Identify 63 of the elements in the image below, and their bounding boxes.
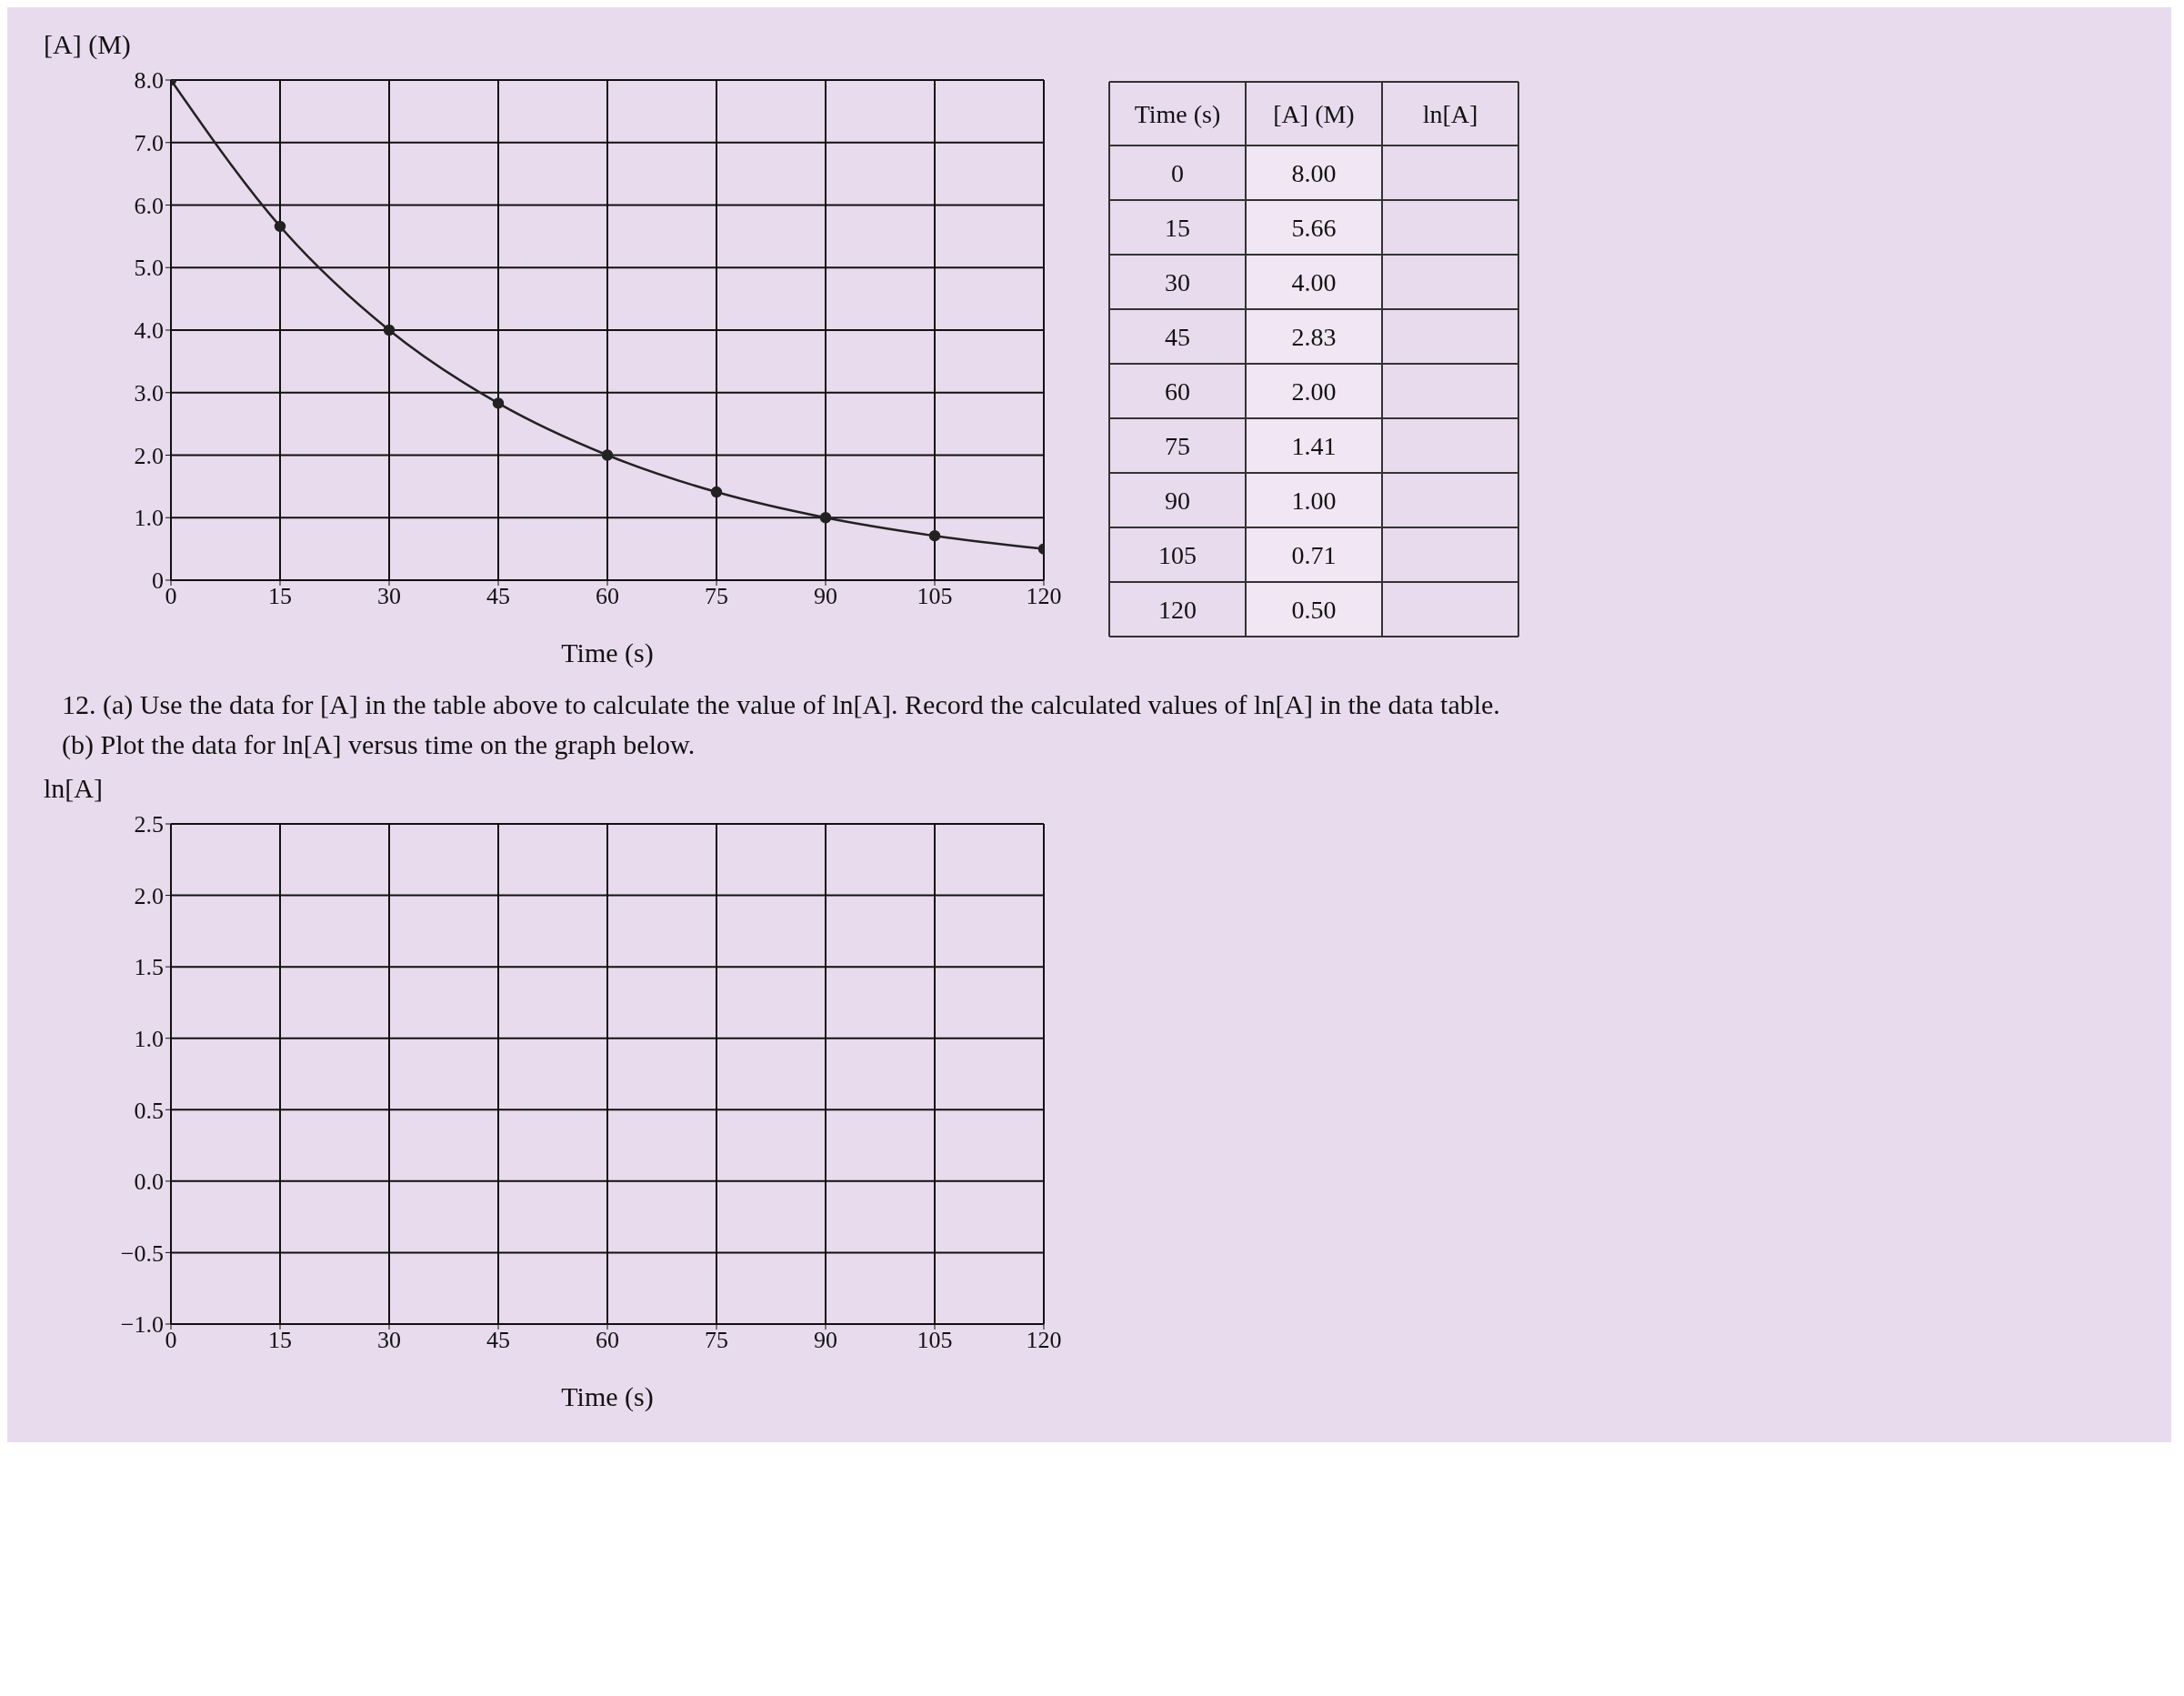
point xyxy=(492,397,505,409)
data-label: 8.00 xyxy=(1291,159,1337,187)
x-axis-title: Time (s) xyxy=(561,1381,654,1412)
x-tick-label: 120 xyxy=(1026,583,1062,610)
y-tick-label: 1.5 xyxy=(134,954,164,981)
text: (b) Plot the data for ln[A] versus time on the graph below. xyxy=(62,729,696,760)
point xyxy=(274,220,286,233)
x-tick-label: 120 xyxy=(1026,1327,1062,1354)
y-tick-label: 90 xyxy=(1165,487,1190,515)
y-tick-label: 4.0 xyxy=(134,317,164,345)
y-tick-label: −0.5 xyxy=(120,1239,164,1267)
y-tick-label: −1.0 xyxy=(120,1311,164,1339)
point xyxy=(710,486,723,498)
point xyxy=(383,324,396,336)
y-tick-label: 2.0 xyxy=(134,442,164,469)
data-label: 1.00 xyxy=(1291,487,1337,515)
point xyxy=(928,529,941,542)
y-tick-label: 2.5 xyxy=(134,811,164,838)
y-axis-title: [A] (M) xyxy=(44,29,131,61)
x-tick-label: 15 xyxy=(268,1327,292,1354)
x-tick-label: 45 xyxy=(486,583,510,610)
y-tick-label: 0 xyxy=(1171,159,1184,187)
x-tick-label: 105 xyxy=(917,1327,953,1354)
y-tick-label: 2.0 xyxy=(134,882,164,909)
data-label: 4.00 xyxy=(1291,268,1337,296)
y-tick-label: 105 xyxy=(1158,541,1197,569)
data-label: 5.66 xyxy=(1291,214,1337,242)
y-tick-label: 8.0 xyxy=(134,67,164,95)
y-tick-label: 45 xyxy=(1165,323,1190,351)
data-label: 0.50 xyxy=(1291,596,1337,624)
y-tick-label: 3.0 xyxy=(134,379,164,406)
y-tick-label: 7.0 xyxy=(134,129,164,156)
y-tick-label: 60 xyxy=(1165,377,1190,406)
y-tick-label: 5.0 xyxy=(134,255,164,282)
y-axis-title: Time (s) xyxy=(1134,100,1221,128)
x-tick-label: 30 xyxy=(377,583,401,610)
x-tick-label: 75 xyxy=(705,1327,728,1354)
y-tick-label: 0.0 xyxy=(134,1169,164,1196)
x-tick-label: 45 xyxy=(486,1327,510,1354)
data-label: 0.71 xyxy=(1291,541,1337,569)
y-tick-label: 75 xyxy=(1165,432,1190,460)
x-tick-label: 30 xyxy=(377,1327,401,1354)
y-tick-label: 0.5 xyxy=(134,1097,164,1124)
data-label: 2.83 xyxy=(1291,323,1337,351)
data-label: 1.41 xyxy=(1291,432,1337,460)
data-label: 2.00 xyxy=(1291,377,1337,406)
y-tick-label: 1.0 xyxy=(134,505,164,532)
x-tick-label: 105 xyxy=(917,583,953,610)
y-axis-title: ln[A] xyxy=(44,773,103,804)
x-tick-label: 75 xyxy=(705,583,728,610)
y-tick-label: 15 xyxy=(1165,214,1190,242)
y-tick-label: 6.0 xyxy=(134,192,164,219)
x-tick-label: 60 xyxy=(596,1327,619,1354)
x-tick-label: 90 xyxy=(814,583,837,610)
x-tick-label: 15 xyxy=(268,583,292,610)
x-tick-label: 60 xyxy=(596,583,619,610)
text: 12. (a) Use the data for [A] in the table above to calculate the value of ln[A]. Record the calculated values of ln[A] in the data table. xyxy=(62,689,1501,720)
y-tick-label: 30 xyxy=(1165,268,1190,296)
x-axis-title: Time (s) xyxy=(561,637,654,668)
point xyxy=(601,449,614,461)
x-tick-label: 90 xyxy=(814,1327,837,1354)
point xyxy=(819,512,832,524)
y-tick-label: 1.0 xyxy=(134,1025,164,1052)
